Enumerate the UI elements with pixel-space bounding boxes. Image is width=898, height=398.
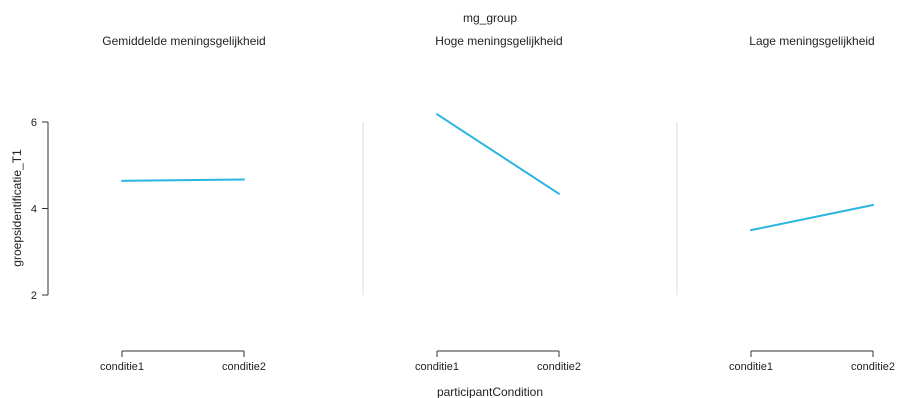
x-tick-label: conditie2 (537, 361, 581, 373)
x-axis-label: participantCondition (437, 385, 543, 398)
x-tick-label: conditie2 (851, 361, 895, 373)
y-tick-label: 4 (31, 204, 37, 216)
y-tick-label: 2 (31, 290, 37, 302)
x-tick-label: conditie1 (729, 361, 773, 373)
y-axis-label: groepsidentificatie_T1 (10, 149, 24, 267)
y-tick-label: 6 (31, 117, 37, 129)
series-line (436, 113, 560, 195)
x-tick-label: conditie1 (100, 361, 144, 373)
panel-title: Gemiddelde meningsgelijkheid (102, 34, 265, 48)
x-tick-label: conditie2 (222, 361, 266, 373)
series-line (121, 178, 245, 182)
series-line (750, 204, 874, 232)
facet-title: mg_group (463, 11, 517, 25)
panel-title: Hoge meningsgelijkheid (435, 34, 562, 48)
panel-title: Lage meningsgelijkheid (749, 34, 874, 48)
x-tick-label: conditie1 (415, 361, 459, 373)
